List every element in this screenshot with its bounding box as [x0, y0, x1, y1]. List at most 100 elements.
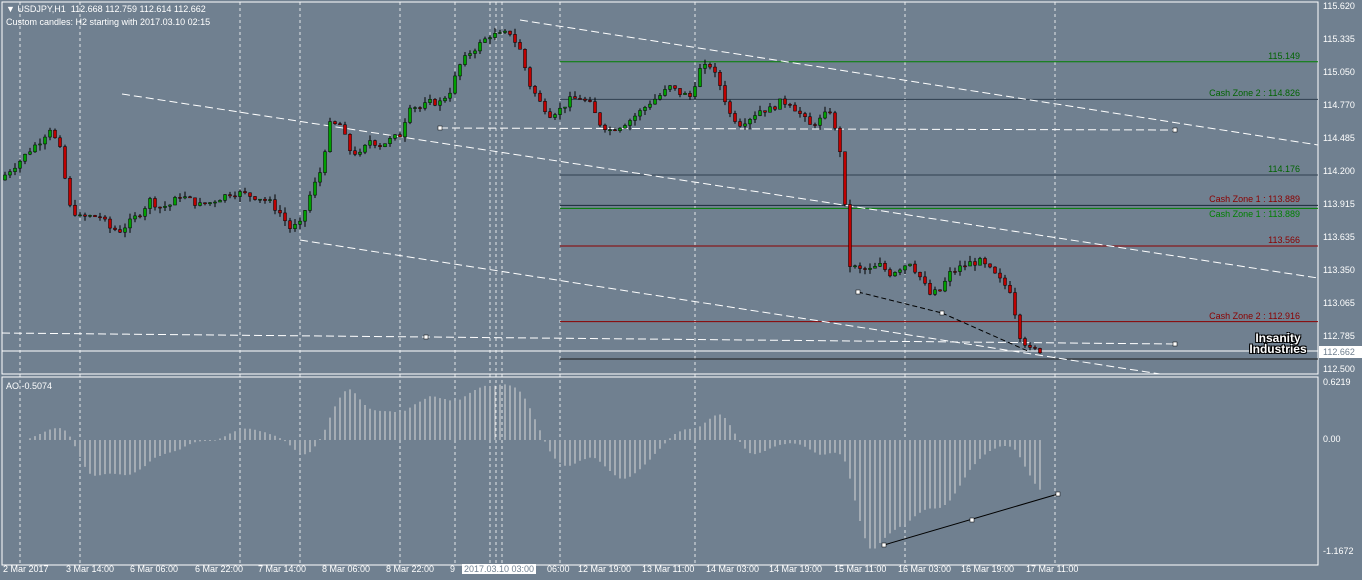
candle[interactable] — [648, 103, 652, 108]
candle[interactable] — [853, 265, 857, 268]
candle[interactable] — [188, 196, 192, 199]
candle[interactable] — [578, 98, 582, 100]
candle[interactable] — [593, 101, 597, 114]
candle[interactable] — [13, 167, 17, 172]
candle[interactable] — [458, 64, 462, 77]
candle[interactable] — [48, 129, 52, 138]
candle[interactable] — [123, 227, 127, 233]
trend-channel-lines[interactable] — [1, 19, 1319, 375]
candle[interactable] — [243, 191, 247, 194]
candle[interactable] — [563, 106, 567, 109]
candle[interactable] — [103, 216, 107, 220]
candle[interactable] — [783, 98, 787, 105]
candle[interactable] — [973, 261, 977, 266]
candle[interactable] — [718, 71, 722, 86]
candle[interactable] — [873, 266, 877, 269]
candle[interactable] — [408, 107, 412, 123]
candle[interactable] — [403, 122, 407, 138]
triangle-down-icon[interactable]: ▼ — [6, 4, 18, 14]
divergence-line-price[interactable] — [857, 291, 1031, 353]
candle[interactable] — [538, 92, 542, 102]
candle[interactable] — [493, 33, 497, 38]
candle[interactable] — [488, 37, 492, 40]
candle[interactable] — [778, 98, 782, 110]
candle[interactable] — [638, 110, 642, 117]
candle[interactable] — [168, 204, 172, 207]
candle[interactable] — [113, 227, 117, 230]
candle[interactable] — [178, 197, 182, 199]
candle[interactable] — [258, 198, 262, 201]
candle[interactable] — [38, 143, 42, 146]
candle[interactable] — [863, 268, 867, 270]
candle[interactable] — [998, 272, 1002, 279]
candle[interactable] — [338, 123, 342, 126]
candle[interactable] — [278, 210, 282, 214]
candle[interactable] — [228, 194, 232, 197]
candle[interactable] — [883, 263, 887, 270]
candle[interactable] — [303, 210, 307, 222]
candle[interactable] — [933, 289, 937, 295]
candle[interactable] — [68, 177, 72, 206]
candle[interactable] — [673, 85, 677, 89]
candle[interactable] — [688, 93, 692, 97]
candle[interactable] — [368, 140, 372, 146]
candle[interactable] — [473, 50, 477, 54]
candle[interactable] — [88, 215, 92, 217]
candle[interactable] — [413, 107, 417, 109]
candle[interactable] — [78, 214, 82, 217]
candle[interactable] — [513, 34, 517, 43]
candle[interactable] — [558, 107, 562, 115]
candle[interactable] — [658, 95, 662, 100]
candle[interactable] — [183, 196, 187, 199]
candle[interactable] — [383, 143, 387, 147]
candle[interactable] — [438, 100, 442, 106]
candle[interactable] — [948, 271, 952, 282]
candle[interactable] — [923, 276, 927, 284]
candle[interactable] — [653, 98, 657, 105]
candle[interactable] — [348, 134, 352, 152]
candle[interactable] — [138, 215, 142, 218]
candle[interactable] — [53, 129, 57, 139]
candle[interactable] — [573, 96, 577, 99]
candle[interactable] — [213, 201, 217, 204]
candle[interactable] — [418, 107, 422, 109]
candle[interactable] — [623, 125, 627, 129]
candle[interactable] — [988, 263, 992, 268]
candle[interactable] — [508, 30, 512, 35]
candle[interactable] — [158, 206, 162, 209]
candle[interactable] — [528, 67, 532, 87]
candle[interactable] — [333, 121, 337, 124]
candle[interactable] — [763, 110, 767, 113]
candle[interactable] — [613, 129, 617, 132]
candle[interactable] — [498, 32, 502, 34]
candle[interactable] — [1023, 338, 1027, 346]
candle[interactable] — [143, 208, 147, 217]
candle[interactable] — [203, 202, 207, 205]
candle[interactable] — [963, 265, 967, 268]
candle[interactable] — [913, 263, 917, 273]
candle[interactable] — [73, 204, 77, 216]
candle[interactable] — [733, 113, 737, 122]
candle[interactable] — [708, 63, 712, 68]
candle[interactable] — [848, 204, 852, 267]
candle[interactable] — [58, 137, 62, 147]
candle[interactable] — [738, 121, 742, 127]
candle[interactable] — [1008, 285, 1012, 293]
candle[interactable] — [448, 92, 452, 99]
candle[interactable] — [423, 102, 427, 109]
candle[interactable] — [893, 272, 897, 277]
candle[interactable] — [108, 218, 112, 229]
candle[interactable] — [723, 85, 727, 103]
candle[interactable] — [678, 88, 682, 95]
candle[interactable] — [813, 124, 817, 126]
candle[interactable] — [1003, 277, 1007, 286]
candle[interactable] — [663, 89, 667, 96]
candle[interactable] — [978, 258, 982, 266]
candle[interactable] — [463, 55, 467, 65]
candle[interactable] — [903, 265, 907, 271]
candle[interactable] — [533, 86, 537, 94]
candle[interactable] — [353, 150, 357, 155]
candle[interactable] — [713, 66, 717, 73]
candle[interactable] — [478, 42, 482, 52]
